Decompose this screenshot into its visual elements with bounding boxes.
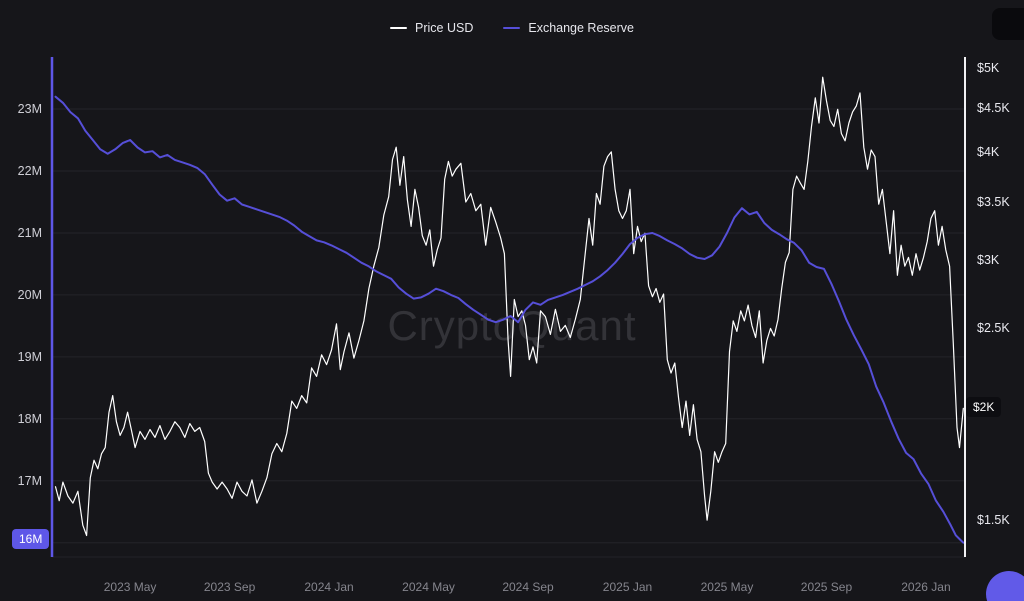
legend-label: Price USD [415,21,474,35]
price-current-badge: $2K [966,397,1002,418]
price-usd-line-marker [390,27,408,29]
legend-item-exchange-reserve[interactable]: Exchange Reserve [503,21,634,35]
exchange-reserve-line-marker [503,27,521,29]
series-line-exchange-reserve[interactable] [54,95,965,544]
series-line-price-usd[interactable] [54,76,964,537]
chart-legend: Price USD Exchange Reserve [0,21,1024,35]
floating-panel-partial[interactable] [992,8,1024,40]
reserve-current-badge: 16M [12,528,50,549]
legend-item-price-usd[interactable]: Price USD [390,21,473,35]
watermark: CryptoQuant [387,302,637,349]
legend-label: Exchange Reserve [528,21,634,35]
